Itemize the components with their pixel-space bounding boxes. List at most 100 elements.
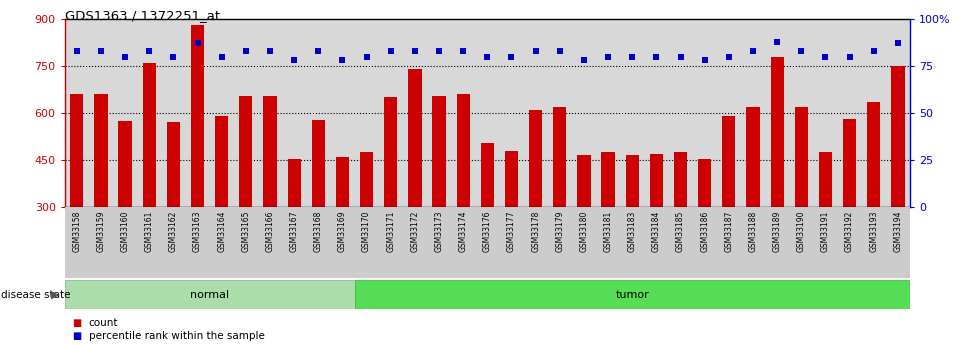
Text: GSM33162: GSM33162 [169,210,178,252]
Text: GSM33160: GSM33160 [121,210,129,252]
Text: GSM33194: GSM33194 [894,210,902,252]
Point [456,48,471,54]
Text: GSM33179: GSM33179 [555,210,564,252]
Text: GSM33181: GSM33181 [604,210,612,252]
Text: GSM33174: GSM33174 [459,210,468,252]
Text: percentile rank within the sample: percentile rank within the sample [89,332,265,341]
Point [528,48,544,54]
Text: GSM33170: GSM33170 [362,210,371,252]
Point [601,54,616,59]
Bar [602,152,614,301]
Bar [578,155,590,301]
Text: GSM33183: GSM33183 [628,210,637,252]
Text: GSM33177: GSM33177 [507,210,516,252]
Text: GSM33163: GSM33163 [193,210,202,252]
Point [697,58,713,63]
Point [263,48,278,54]
Point [867,48,882,54]
Bar [457,94,469,301]
Bar [795,107,808,301]
Point [214,54,230,59]
Bar [264,96,276,301]
Point [190,41,206,46]
Point [625,54,640,59]
Point [166,54,182,59]
Bar [626,155,639,301]
Text: GSM33176: GSM33176 [483,210,492,252]
Point [794,48,810,54]
Text: normal: normal [190,290,229,299]
Text: GSM33187: GSM33187 [724,210,733,252]
Text: GSM33191: GSM33191 [821,210,830,252]
Bar [95,94,107,301]
Text: GSM33185: GSM33185 [676,210,685,252]
Text: GSM33180: GSM33180 [580,210,588,252]
Bar [191,25,204,301]
Text: GSM33172: GSM33172 [411,210,419,252]
Bar [288,159,300,301]
Text: GSM33186: GSM33186 [700,210,709,252]
Text: GSM33190: GSM33190 [797,210,806,252]
Bar [65,280,355,309]
Point [818,54,834,59]
Text: GSM33184: GSM33184 [652,210,661,252]
Bar [892,66,904,301]
Bar [167,122,180,301]
Text: GSM33178: GSM33178 [531,210,540,252]
Point [842,54,858,59]
Bar [723,116,735,301]
Bar [867,102,880,301]
Text: GSM33192: GSM33192 [845,210,854,252]
Text: GSM33166: GSM33166 [266,210,274,252]
Bar [143,63,156,301]
Text: GSM33193: GSM33193 [869,210,878,252]
Point [239,48,254,54]
Text: GSM33171: GSM33171 [386,210,395,252]
Point [577,58,592,63]
Text: GSM33158: GSM33158 [72,210,81,252]
Bar [819,151,832,301]
Bar [384,97,397,301]
Text: GDS1363 / 1372251_at: GDS1363 / 1372251_at [65,9,220,22]
Text: GSM33189: GSM33189 [773,210,781,252]
Bar [747,107,759,301]
Bar [240,96,252,301]
Point [649,54,665,59]
Text: ▶: ▶ [51,290,60,299]
Point [770,39,785,44]
Text: GSM33164: GSM33164 [217,210,226,252]
Bar [312,120,325,301]
Bar [119,121,131,301]
Text: GSM33165: GSM33165 [242,210,250,252]
Point [359,54,375,59]
Point [287,58,302,63]
Point [673,54,689,59]
Bar [355,280,910,309]
Text: ■: ■ [72,332,82,341]
Bar [433,96,445,301]
Bar [650,154,663,301]
Text: GSM33167: GSM33167 [290,210,298,252]
Bar [674,152,687,301]
Bar [336,157,349,301]
Text: ■: ■ [72,318,82,327]
Bar [360,152,373,301]
Point [384,48,399,54]
Bar [554,107,566,301]
Point [70,48,85,54]
Point [722,54,737,59]
Text: GSM33159: GSM33159 [97,210,105,252]
Point [504,54,520,59]
Bar [771,57,783,301]
Point [142,48,157,54]
Text: tumor: tumor [615,290,649,299]
Bar [698,159,711,301]
Bar [529,110,542,301]
Text: GSM33188: GSM33188 [749,210,757,252]
Text: GSM33173: GSM33173 [435,210,443,252]
Point [553,48,568,54]
Point [94,48,109,54]
Point [432,48,447,54]
Text: GSM33168: GSM33168 [314,210,323,252]
Text: GSM33161: GSM33161 [145,210,154,252]
